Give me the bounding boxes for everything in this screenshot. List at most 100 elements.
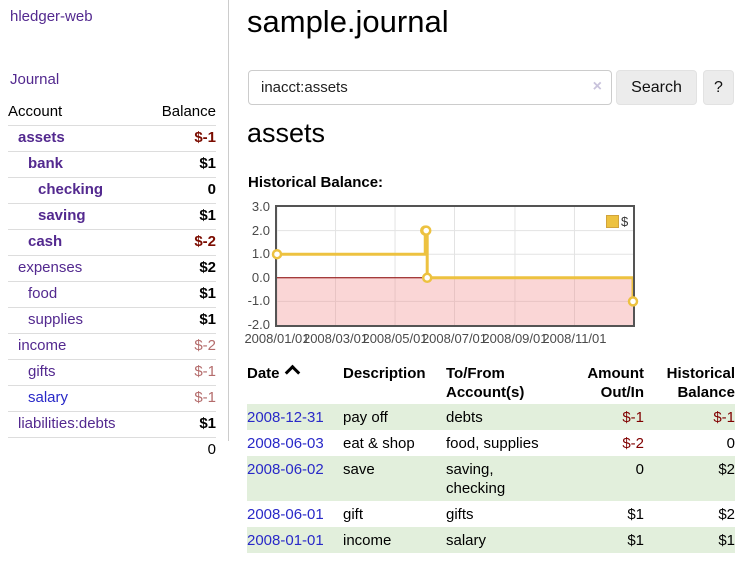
- account-row: bank $1: [8, 151, 216, 178]
- transaction-accounts: saving, checking: [446, 456, 564, 501]
- account-row: expenses $2: [8, 255, 216, 282]
- transaction-description: save: [343, 456, 446, 501]
- account-row: assets $-1: [8, 125, 216, 152]
- transaction-date-link[interactable]: 2008-06-01: [247, 506, 324, 523]
- page-title: sample.journal: [247, 4, 449, 39]
- x-axis-tick: 2008/07/01: [421, 331, 488, 346]
- balance-chart-plot: [271, 205, 639, 327]
- register-header-balance: Historical Balance: [666, 365, 735, 401]
- account-row: income $-2: [8, 333, 216, 360]
- account-balance: $-1: [146, 359, 216, 386]
- sidebar-account-expenses[interactable]: expenses: [18, 259, 83, 276]
- y-axis-tick: -1.0: [247, 293, 270, 309]
- transaction-description: eat & shop: [343, 435, 415, 452]
- account-row: checking 0: [8, 177, 216, 204]
- accounts-header-row: Account Balance: [8, 100, 216, 126]
- legend-swatch-icon: [606, 215, 619, 228]
- transaction-amount: $-1: [564, 404, 644, 430]
- register-row: 2008-06-01 gift gifts $1 $2: [247, 501, 735, 527]
- account-balance: $-1: [146, 125, 216, 152]
- register-header-description: Description: [343, 365, 426, 382]
- transaction-date-link[interactable]: 2008-06-03: [247, 435, 324, 452]
- account-balance: $1: [146, 151, 216, 178]
- sidebar-account-cash[interactable]: cash: [28, 233, 63, 250]
- account-title: assets: [247, 118, 326, 148]
- register-row: 2008-01-01 income salary $1 $1: [247, 527, 735, 553]
- register-row: 2008-06-02 save saving, checking 0 $2: [247, 456, 735, 501]
- transaction-amount: $1: [564, 527, 644, 553]
- account-balance: $1: [146, 203, 216, 230]
- transaction-description: pay off: [343, 404, 446, 430]
- sidebar-item-journal[interactable]: Journal: [10, 71, 60, 88]
- y-axis-tick: 2.0: [251, 222, 270, 238]
- sidebar-account-assets[interactable]: assets: [18, 129, 65, 146]
- sidebar-account-salary[interactable]: salary: [28, 389, 69, 406]
- accounts-header-account: Account: [8, 100, 147, 126]
- legend-label: $: [621, 214, 629, 229]
- search-input[interactable]: [248, 70, 612, 105]
- transaction-date-link[interactable]: 2008-12-31: [247, 409, 324, 426]
- account-row: gifts $-1: [8, 359, 216, 386]
- account-row: liabilities:debts $1: [8, 411, 216, 438]
- y-axis-tick: -2.0: [247, 317, 270, 332]
- account-balance: 0: [146, 177, 216, 204]
- sidebar-account-bank[interactable]: bank: [28, 155, 64, 172]
- sidebar-account-liabilities-debts[interactable]: liabilities:debts: [18, 415, 116, 432]
- account-balance: $2: [146, 255, 216, 282]
- x-axis-tick: 2008/09/01: [482, 331, 548, 346]
- account-balance: $1: [146, 307, 216, 334]
- transaction-description: gift: [343, 506, 364, 523]
- x-axis-tick: 2008/01/01: [244, 331, 310, 346]
- y-axis-tick: 3.0: [251, 199, 270, 214]
- sidebar-account-supplies[interactable]: supplies: [28, 311, 84, 328]
- transaction-balance: 0: [726, 435, 735, 452]
- transaction-balance: $1: [644, 527, 735, 553]
- transaction-description: income: [343, 527, 446, 553]
- transaction-date-link[interactable]: 2008-01-01: [247, 532, 324, 549]
- account-balance: $-2: [146, 229, 216, 256]
- register-row: 2008-12-31 pay off debts $-1 $-1: [247, 404, 735, 430]
- chart-legend: $: [604, 213, 631, 230]
- brand-link[interactable]: hledger-web: [10, 8, 93, 25]
- account-row: cash $-2: [8, 229, 216, 256]
- balance-chart: 3.0 2.0 1.0 0.0 -1.0 -2.0 $ 2008/01/01 2008/03…: [244, 199, 738, 352]
- register-row: 2008-06-03 eat & shop food, supplies $-2 0: [247, 430, 735, 456]
- account-row: supplies $1: [8, 307, 216, 334]
- register-header-row: Date Description To/From Account(s) Amount…: [247, 362, 735, 404]
- account-balance: $-1: [146, 385, 216, 412]
- search-form: ×: [248, 70, 612, 105]
- register-table: Date Description To/From Account(s) Amount…: [247, 362, 735, 553]
- sidebar-account-food[interactable]: food: [28, 285, 58, 302]
- transaction-balance: $-1: [644, 404, 735, 430]
- transaction-date-link[interactable]: 2008-06-02: [247, 461, 324, 478]
- x-axis-tick: 2008/03/01: [302, 331, 369, 346]
- x-axis-tick: 2008/05/01: [362, 331, 428, 346]
- sidebar-account-gifts[interactable]: gifts: [28, 363, 56, 380]
- account-row: food $1: [8, 281, 216, 308]
- clear-search-icon[interactable]: ×: [592, 78, 602, 95]
- chart-title: Historical Balance:: [248, 174, 384, 191]
- transaction-amount: 0: [564, 456, 644, 501]
- transaction-accounts: salary: [446, 527, 564, 553]
- register-header-date[interactable]: Date: [247, 362, 343, 404]
- transaction-balance: $2: [644, 456, 735, 501]
- help-button[interactable]: ?: [703, 70, 734, 105]
- register-header-accounts: To/From Account(s): [446, 365, 525, 401]
- y-axis-tick: 1.0: [251, 246, 270, 262]
- account-balance: $1: [146, 411, 216, 438]
- accounts-total-row: 0: [8, 437, 216, 463]
- sidebar-account-saving[interactable]: saving: [38, 207, 86, 224]
- sidebar-divider: [228, 0, 229, 441]
- sidebar-account-income[interactable]: income: [18, 337, 67, 354]
- sidebar-account-checking[interactable]: checking: [38, 181, 104, 198]
- y-axis-tick: 0.0: [251, 269, 270, 285]
- register-header-amount: Amount Out/In: [587, 365, 644, 401]
- account-balance: $-2: [146, 333, 216, 360]
- x-axis-tick: 2008/11/01: [542, 331, 607, 346]
- transaction-amount: $-2: [622, 435, 644, 452]
- transaction-accounts: debts: [446, 404, 564, 430]
- transaction-amount: $1: [627, 506, 644, 523]
- sort-asc-icon: [284, 364, 300, 381]
- search-button[interactable]: Search: [616, 70, 697, 105]
- accounts-table: Account Balance assets $-1 bank $1 checking 0…: [8, 100, 216, 463]
